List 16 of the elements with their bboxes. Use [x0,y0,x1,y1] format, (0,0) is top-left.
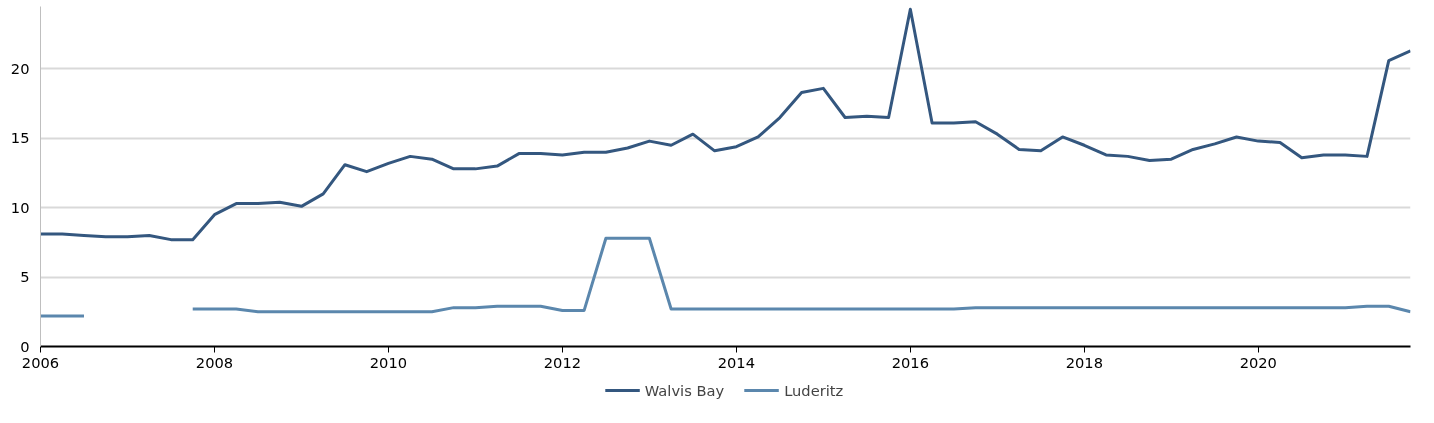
y-tick-label: 20 [10,59,30,77]
x-tick-label: 2008 [195,353,234,371]
x-tick-label: 2006 [21,353,60,371]
x-tick-label: 2018 [1065,353,1103,371]
x-tick-label: 2012 [543,353,582,371]
y-tick-label: 15 [10,129,30,147]
y-tick-label: 5 [20,268,30,286]
y-tick-label: 0 [20,337,30,355]
x-tick-label: 2010 [369,353,408,371]
legend-label: Luderitz [784,381,844,399]
x-tick-label: 2014 [717,353,756,371]
x-tick-label: 2020 [1239,353,1277,371]
y-tick-label: 10 [10,198,30,216]
legend-label: Walvis Bay [644,381,725,399]
line-series [40,7,1411,242]
x-tick-label: 2016 [891,353,929,371]
